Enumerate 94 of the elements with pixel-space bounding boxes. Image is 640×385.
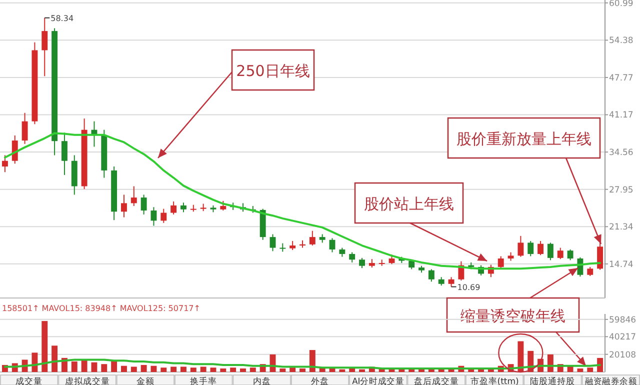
annotation: 250日年线 (236, 62, 310, 80)
candlestick (388, 254, 395, 265)
candlestick (309, 230, 316, 246)
candlestick (61, 132, 68, 176)
candlestick (270, 234, 276, 252)
text: 换手率 (190, 376, 218, 385)
candlestick (349, 252, 356, 263)
candlestick (557, 247, 564, 260)
bar (587, 368, 594, 372)
candlestick (518, 235, 524, 258)
bar (200, 366, 206, 372)
y-tick-label: 60.99 (609, 0, 634, 9)
candlestick (150, 206, 157, 226)
bar (329, 368, 336, 372)
text: 金额 (136, 376, 154, 385)
bar (150, 366, 157, 372)
annotation: 10.69 (457, 282, 480, 292)
bar (190, 368, 196, 372)
candlestick (121, 194, 127, 218)
candlestick (329, 238, 336, 253)
candlestick (140, 194, 147, 215)
candlestick (567, 248, 574, 261)
bar (230, 368, 236, 372)
bar (170, 366, 177, 372)
bar (398, 369, 405, 372)
candlestick (587, 266, 594, 276)
bar (339, 369, 346, 372)
candlestick (160, 208, 167, 224)
text: 融资融券余额 (584, 376, 639, 385)
annotation: 58.34 (50, 14, 74, 23)
y-tick-label: 40217 (609, 332, 636, 343)
bar (111, 360, 118, 372)
bar (349, 368, 356, 372)
candlestick (170, 200, 177, 215)
bar (140, 364, 147, 372)
bar (418, 369, 424, 372)
bar (359, 369, 365, 372)
candlestick (2, 154, 8, 173)
candlestick (130, 186, 137, 207)
text: 内盘 (252, 376, 271, 385)
y-tick-label: 47.77 (609, 73, 634, 84)
bar (408, 369, 415, 372)
bar (577, 368, 584, 372)
bar (240, 368, 246, 372)
bar (42, 321, 48, 372)
y-tick-label: 34.56 (609, 148, 634, 158)
candlestick (359, 257, 365, 269)
y-tick-label: 59846 (609, 315, 636, 326)
bar (130, 366, 137, 372)
bar (300, 368, 306, 372)
bar (250, 368, 256, 372)
text: 陆股通持股 (530, 376, 576, 385)
bar (91, 362, 98, 372)
text: AI分时成交量 (352, 376, 406, 385)
candlestick (22, 112, 28, 144)
y-tick-label: 27.95 (609, 185, 634, 196)
bar (290, 368, 296, 372)
candlestick (180, 202, 186, 213)
candlestick (498, 256, 504, 269)
annotation: 股价站上年线 (364, 195, 454, 213)
annotation: 股价重新放量上年线 (456, 130, 592, 148)
text: 盘后成交量 (414, 376, 459, 385)
candlestick (12, 134, 18, 164)
bar (160, 368, 167, 372)
candlestick (428, 268, 434, 282)
candlestick (339, 247, 346, 258)
bar (121, 366, 127, 372)
bar (210, 368, 216, 372)
candlestick (597, 242, 604, 270)
text: 158501↑ MAVOL15: 83948↑ MAVOL125: 50717↑ (2, 304, 200, 313)
bar (81, 360, 88, 372)
bar (220, 368, 226, 372)
y-tick-label: 41.17 (609, 110, 634, 121)
bar (71, 361, 78, 372)
bar (280, 368, 286, 372)
bar (478, 369, 484, 372)
candlestick (290, 240, 296, 251)
bar (101, 364, 108, 372)
candlestick (528, 240, 534, 257)
bar (180, 366, 186, 372)
text: 市盈率(ttm) (470, 376, 519, 385)
y-tick-label: 20108 (609, 350, 636, 360)
bar (518, 341, 524, 372)
y-tick-label: 21.34 (609, 222, 634, 233)
text: 成交量 (16, 376, 43, 385)
bar (52, 346, 58, 372)
annotation: 缩量诱空破年线 (460, 307, 566, 325)
candlestick (547, 242, 554, 261)
candlestick (538, 240, 544, 256)
y-tick-label: 14.74 (609, 260, 634, 270)
candlestick (220, 200, 226, 212)
text: 外盘 (311, 376, 329, 385)
y-tick-label: 54.38 (609, 36, 634, 46)
text: 虚拟成交量 (64, 376, 110, 385)
